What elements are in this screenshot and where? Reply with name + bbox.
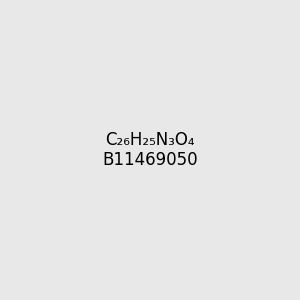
Text: C₂₆H₂₅N₃O₄
B11469050: C₂₆H₂₅N₃O₄ B11469050 [102,130,198,170]
